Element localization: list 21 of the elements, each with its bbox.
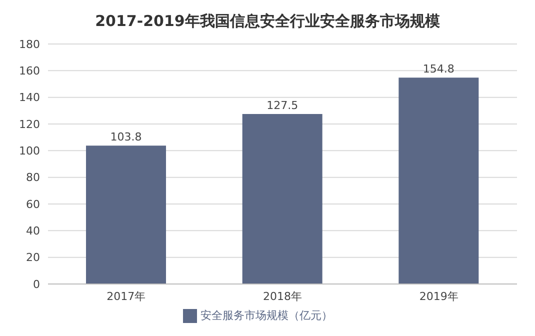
data-label: 154.8	[422, 62, 454, 76]
y-tick-label: 20	[26, 251, 40, 264]
bar	[86, 146, 166, 284]
y-tick-label: 60	[26, 198, 40, 211]
chart-title: 2017-2019年我国信息安全行业安全服务市场规模	[94, 11, 441, 32]
y-tick-label: 160	[19, 64, 40, 78]
x-tick-label: 2018年	[263, 290, 302, 303]
y-tick-label: 40	[26, 224, 40, 238]
y-tick-label: 180	[19, 38, 40, 51]
x-tick-label: 2019年	[419, 290, 458, 303]
bar	[398, 78, 479, 284]
y-tick-label: 0	[33, 278, 40, 291]
data-label: 103.8	[110, 130, 142, 144]
legend-label: 安全服务市场规模（亿元）	[200, 309, 332, 322]
y-tick-label: 100	[19, 144, 40, 158]
data-label: 127.5	[266, 99, 298, 112]
x-tick-label: 2017年	[106, 290, 146, 303]
bar	[242, 114, 322, 284]
y-tick-label: 120	[19, 118, 40, 131]
y-tick-label: 140	[19, 91, 40, 104]
y-tick-label: 80	[26, 171, 40, 184]
